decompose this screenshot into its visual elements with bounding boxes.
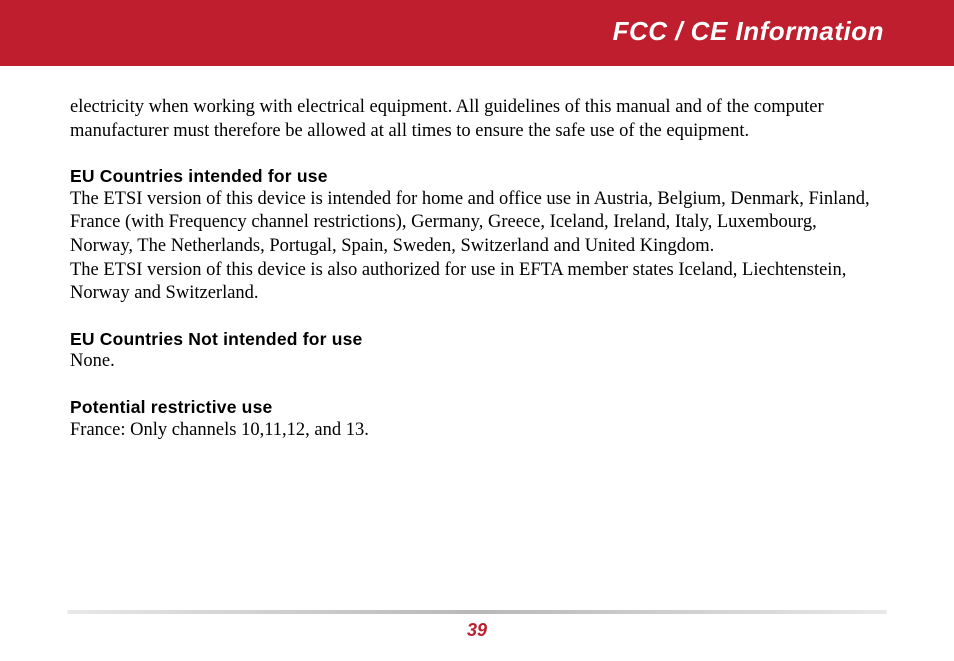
section-restrictive: Potential restrictive use France: Only c… [70, 396, 884, 442]
section-eu-not-intended: EU Countries Not intended for use None. [70, 328, 884, 374]
intro-paragraph: electricity when working with electrical… [70, 96, 884, 143]
section-heading: Potential restrictive use [70, 396, 884, 418]
section-eu-intended: EU Countries intended for use The ETSI v… [70, 165, 884, 306]
section-heading: EU Countries intended for use [70, 165, 884, 187]
section-text: The ETSI version of this device is inten… [70, 188, 884, 306]
header-band: FCC / CE Information [0, 0, 954, 66]
section-heading: EU Countries Not intended for use [70, 328, 884, 350]
section-text: None. [70, 350, 884, 374]
page-title: FCC / CE Information [613, 16, 884, 47]
footer: 39 [0, 610, 954, 641]
section-text: France: Only channels 10,11,12, and 13. [70, 419, 884, 443]
footer-divider [67, 610, 887, 614]
content-area: electricity when working with electrical… [0, 66, 954, 442]
page-number: 39 [0, 620, 954, 641]
